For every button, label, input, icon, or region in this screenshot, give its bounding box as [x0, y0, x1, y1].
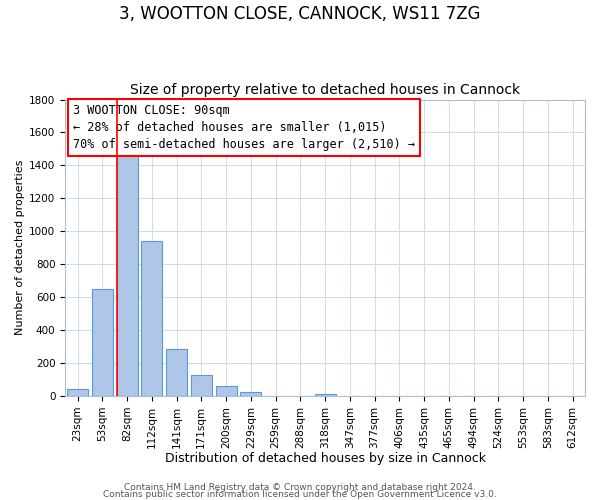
- Bar: [191, 374, 212, 396]
- Bar: [92, 289, 113, 396]
- Title: Size of property relative to detached houses in Cannock: Size of property relative to detached ho…: [130, 83, 520, 97]
- Text: Contains public sector information licensed under the Open Government Licence v3: Contains public sector information licen…: [103, 490, 497, 499]
- Bar: [116, 154, 137, 396]
- Bar: [215, 386, 236, 396]
- Bar: [67, 390, 88, 396]
- Bar: [314, 394, 335, 396]
- Y-axis label: Number of detached properties: Number of detached properties: [15, 160, 25, 336]
- Bar: [166, 349, 187, 396]
- Text: Contains HM Land Registry data © Crown copyright and database right 2024.: Contains HM Land Registry data © Crown c…: [124, 484, 476, 492]
- Text: 3, WOOTTON CLOSE, CANNOCK, WS11 7ZG: 3, WOOTTON CLOSE, CANNOCK, WS11 7ZG: [119, 5, 481, 23]
- X-axis label: Distribution of detached houses by size in Cannock: Distribution of detached houses by size …: [164, 452, 485, 465]
- Bar: [240, 392, 262, 396]
- Bar: [141, 241, 163, 396]
- Text: 3 WOOTTON CLOSE: 90sqm
← 28% of detached houses are smaller (1,015)
70% of semi-: 3 WOOTTON CLOSE: 90sqm ← 28% of detached…: [73, 104, 415, 151]
